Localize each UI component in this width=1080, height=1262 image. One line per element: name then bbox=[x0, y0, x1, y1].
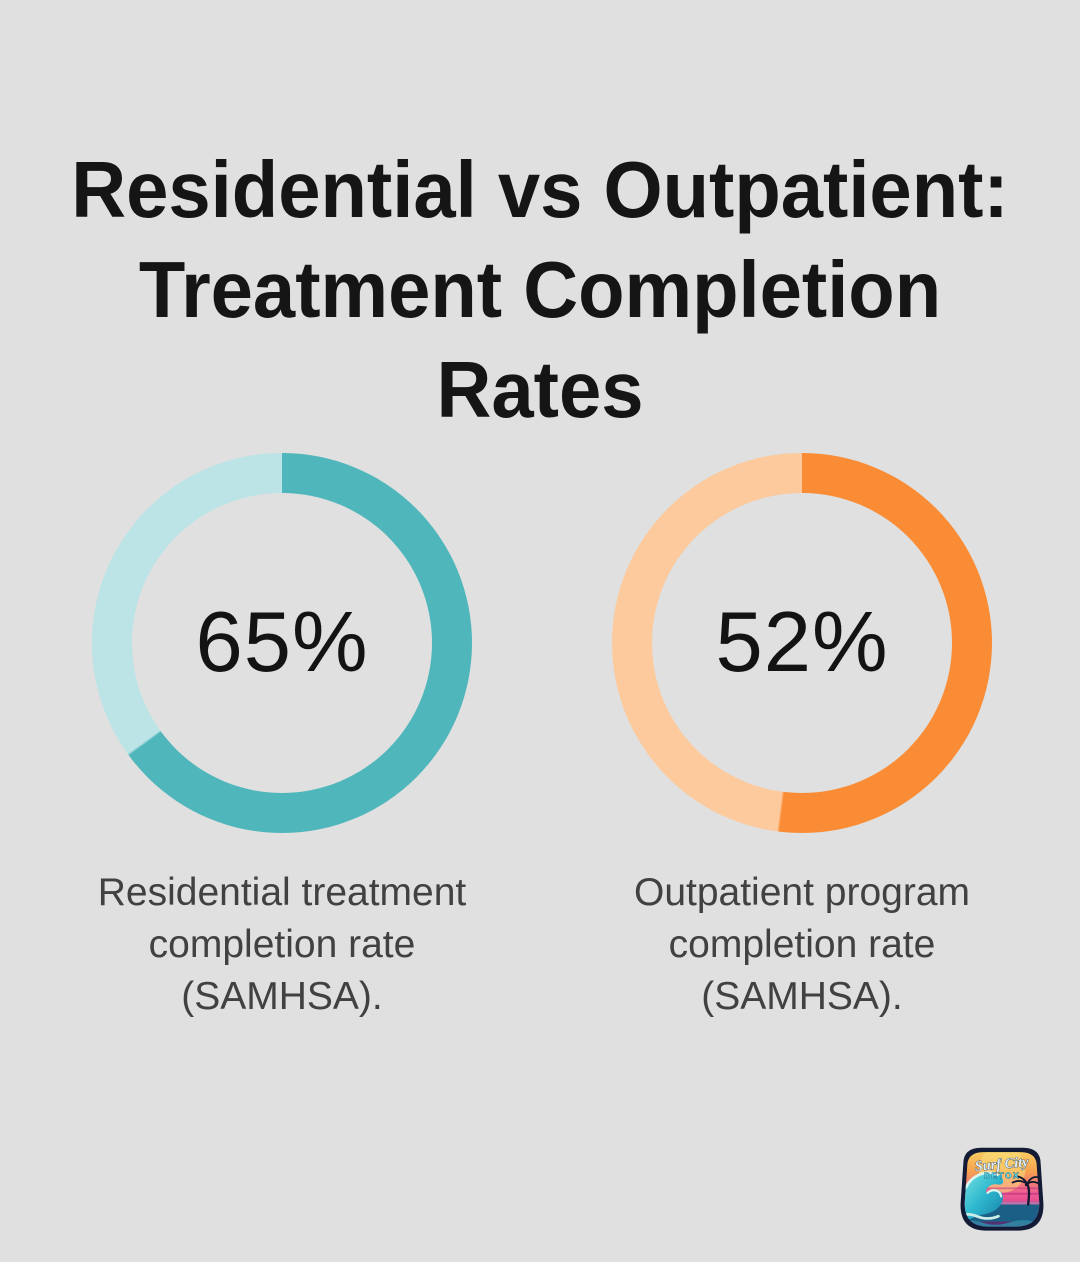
horizon-shimmer bbox=[964, 1201, 1040, 1205]
surf-city-detox-logo: Surf City DETOX bbox=[957, 1145, 1047, 1237]
page-title-line-2: Treatment Completion bbox=[138, 244, 942, 334]
donut-caption-residential: Residential treatment completion rate (S… bbox=[97, 871, 467, 1018]
donut-chart-outpatient: 52% bbox=[612, 453, 992, 833]
page-title: Residential vs Outpatient: Treatment Com… bbox=[0, 140, 1080, 440]
donut-value-label-residential: 65% bbox=[195, 595, 369, 690]
retro-stripe bbox=[964, 1187, 1040, 1190]
page-title-line-3: Rates bbox=[436, 344, 644, 434]
bottom-foam bbox=[964, 1220, 1040, 1227]
logo-detox-text: DETOX bbox=[984, 1170, 1020, 1180]
palm-tree-icon bbox=[1011, 1175, 1040, 1206]
donut-caption-outpatient: Outpatient program completion rate (SAMH… bbox=[633, 871, 970, 1018]
donut-chart-residential: 65% bbox=[92, 453, 472, 833]
donut-hole: 65% bbox=[132, 493, 432, 793]
logo-script-text: Surf City bbox=[974, 1154, 1030, 1175]
donut-value-label-outpatient: 52% bbox=[715, 595, 889, 690]
donut-hole: 52% bbox=[652, 493, 952, 793]
page-title-line-1: Residential vs Outpatient: bbox=[71, 144, 1009, 234]
bottom-surf-band bbox=[964, 1221, 1040, 1227]
